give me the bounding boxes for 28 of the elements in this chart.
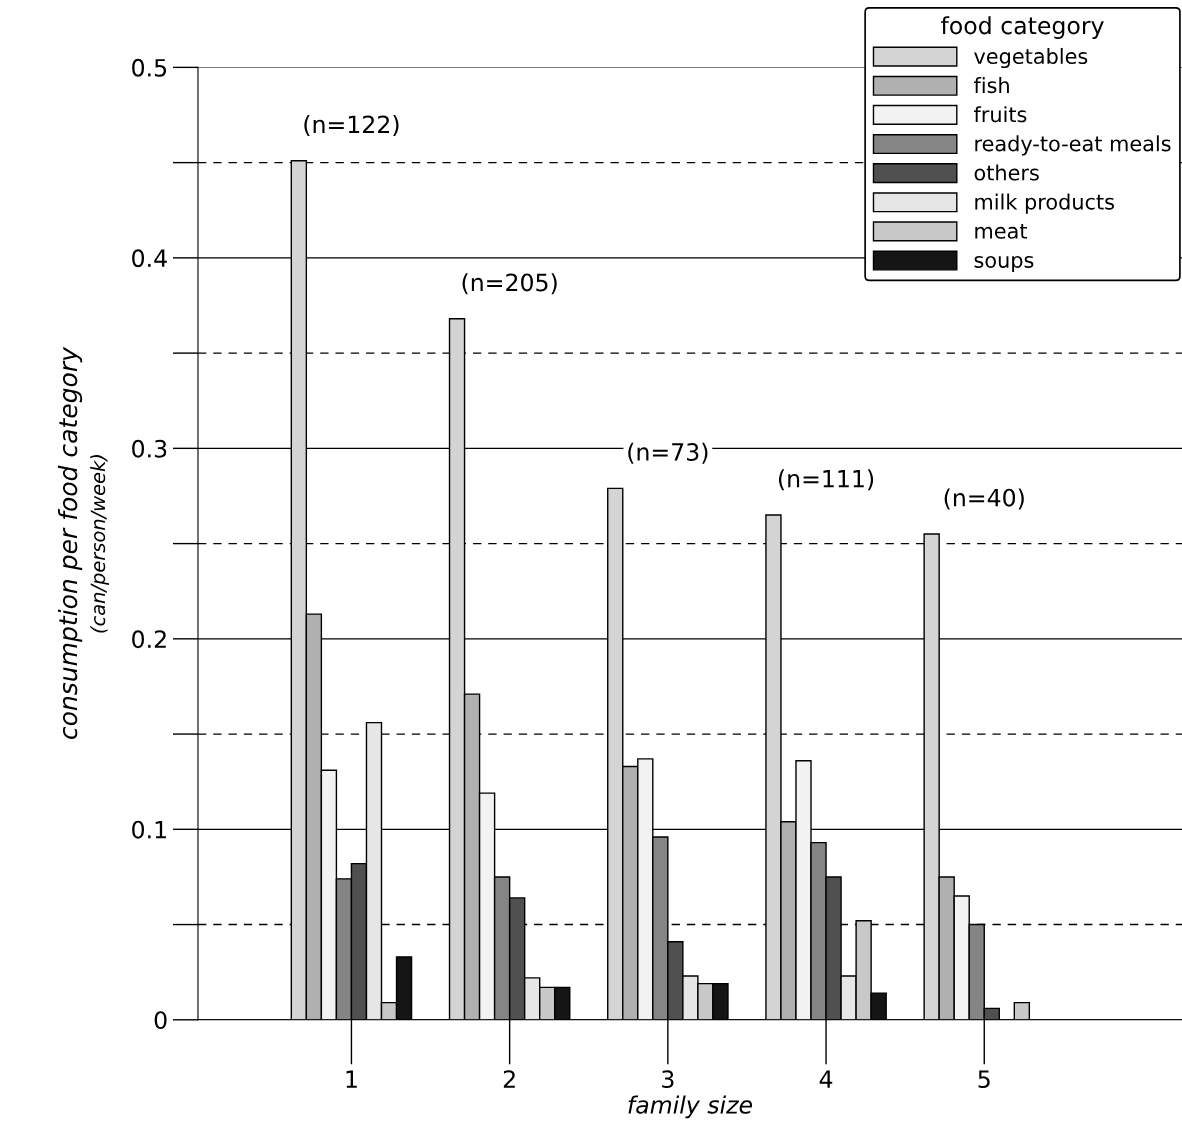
y-tick-label: 0.2 — [132, 630, 166, 649]
y-tick-label: 0.4 — [132, 249, 167, 268]
annotation: (n=205) — [462, 273, 557, 295]
x-tick-label: 4 — [819, 1070, 833, 1088]
y-tick-label: 0.3 — [132, 439, 167, 458]
x-tick-label: 3 — [662, 1070, 674, 1089]
x-tick-label: 2 — [503, 1070, 515, 1088]
legend-label: ready-to-eat meals — [975, 135, 1171, 156]
legend-label: soups — [974, 255, 1034, 272]
legend-label: fish — [973, 77, 1009, 94]
legend-label: milk products — [975, 193, 1114, 214]
y-tick-label: 0.1 — [132, 820, 166, 839]
legend-title: food category — [941, 16, 1104, 39]
legend-label: others — [974, 164, 1039, 181]
annotation: (n=73) — [628, 442, 708, 464]
x-axis-title: family size — [628, 1095, 753, 1119]
legend-label: fruits — [973, 106, 1027, 123]
x-tick-label: 1 — [346, 1070, 357, 1088]
annotation: (n=111) — [778, 469, 874, 491]
legend-label: vegetables — [974, 47, 1088, 69]
annotation: (n=122) — [304, 115, 399, 137]
y-tick-label: 0 — [154, 1011, 167, 1030]
legend-label: meat — [975, 223, 1028, 239]
y-tick-label: 0.5 — [132, 58, 167, 77]
bar — [1013, 1001, 1031, 1020]
x-tick-label: 5 — [978, 1070, 990, 1089]
annotation: (n=40) — [944, 488, 1024, 510]
y-axis-title: consumption per food category (can/person/week) — [57, 346, 109, 739]
